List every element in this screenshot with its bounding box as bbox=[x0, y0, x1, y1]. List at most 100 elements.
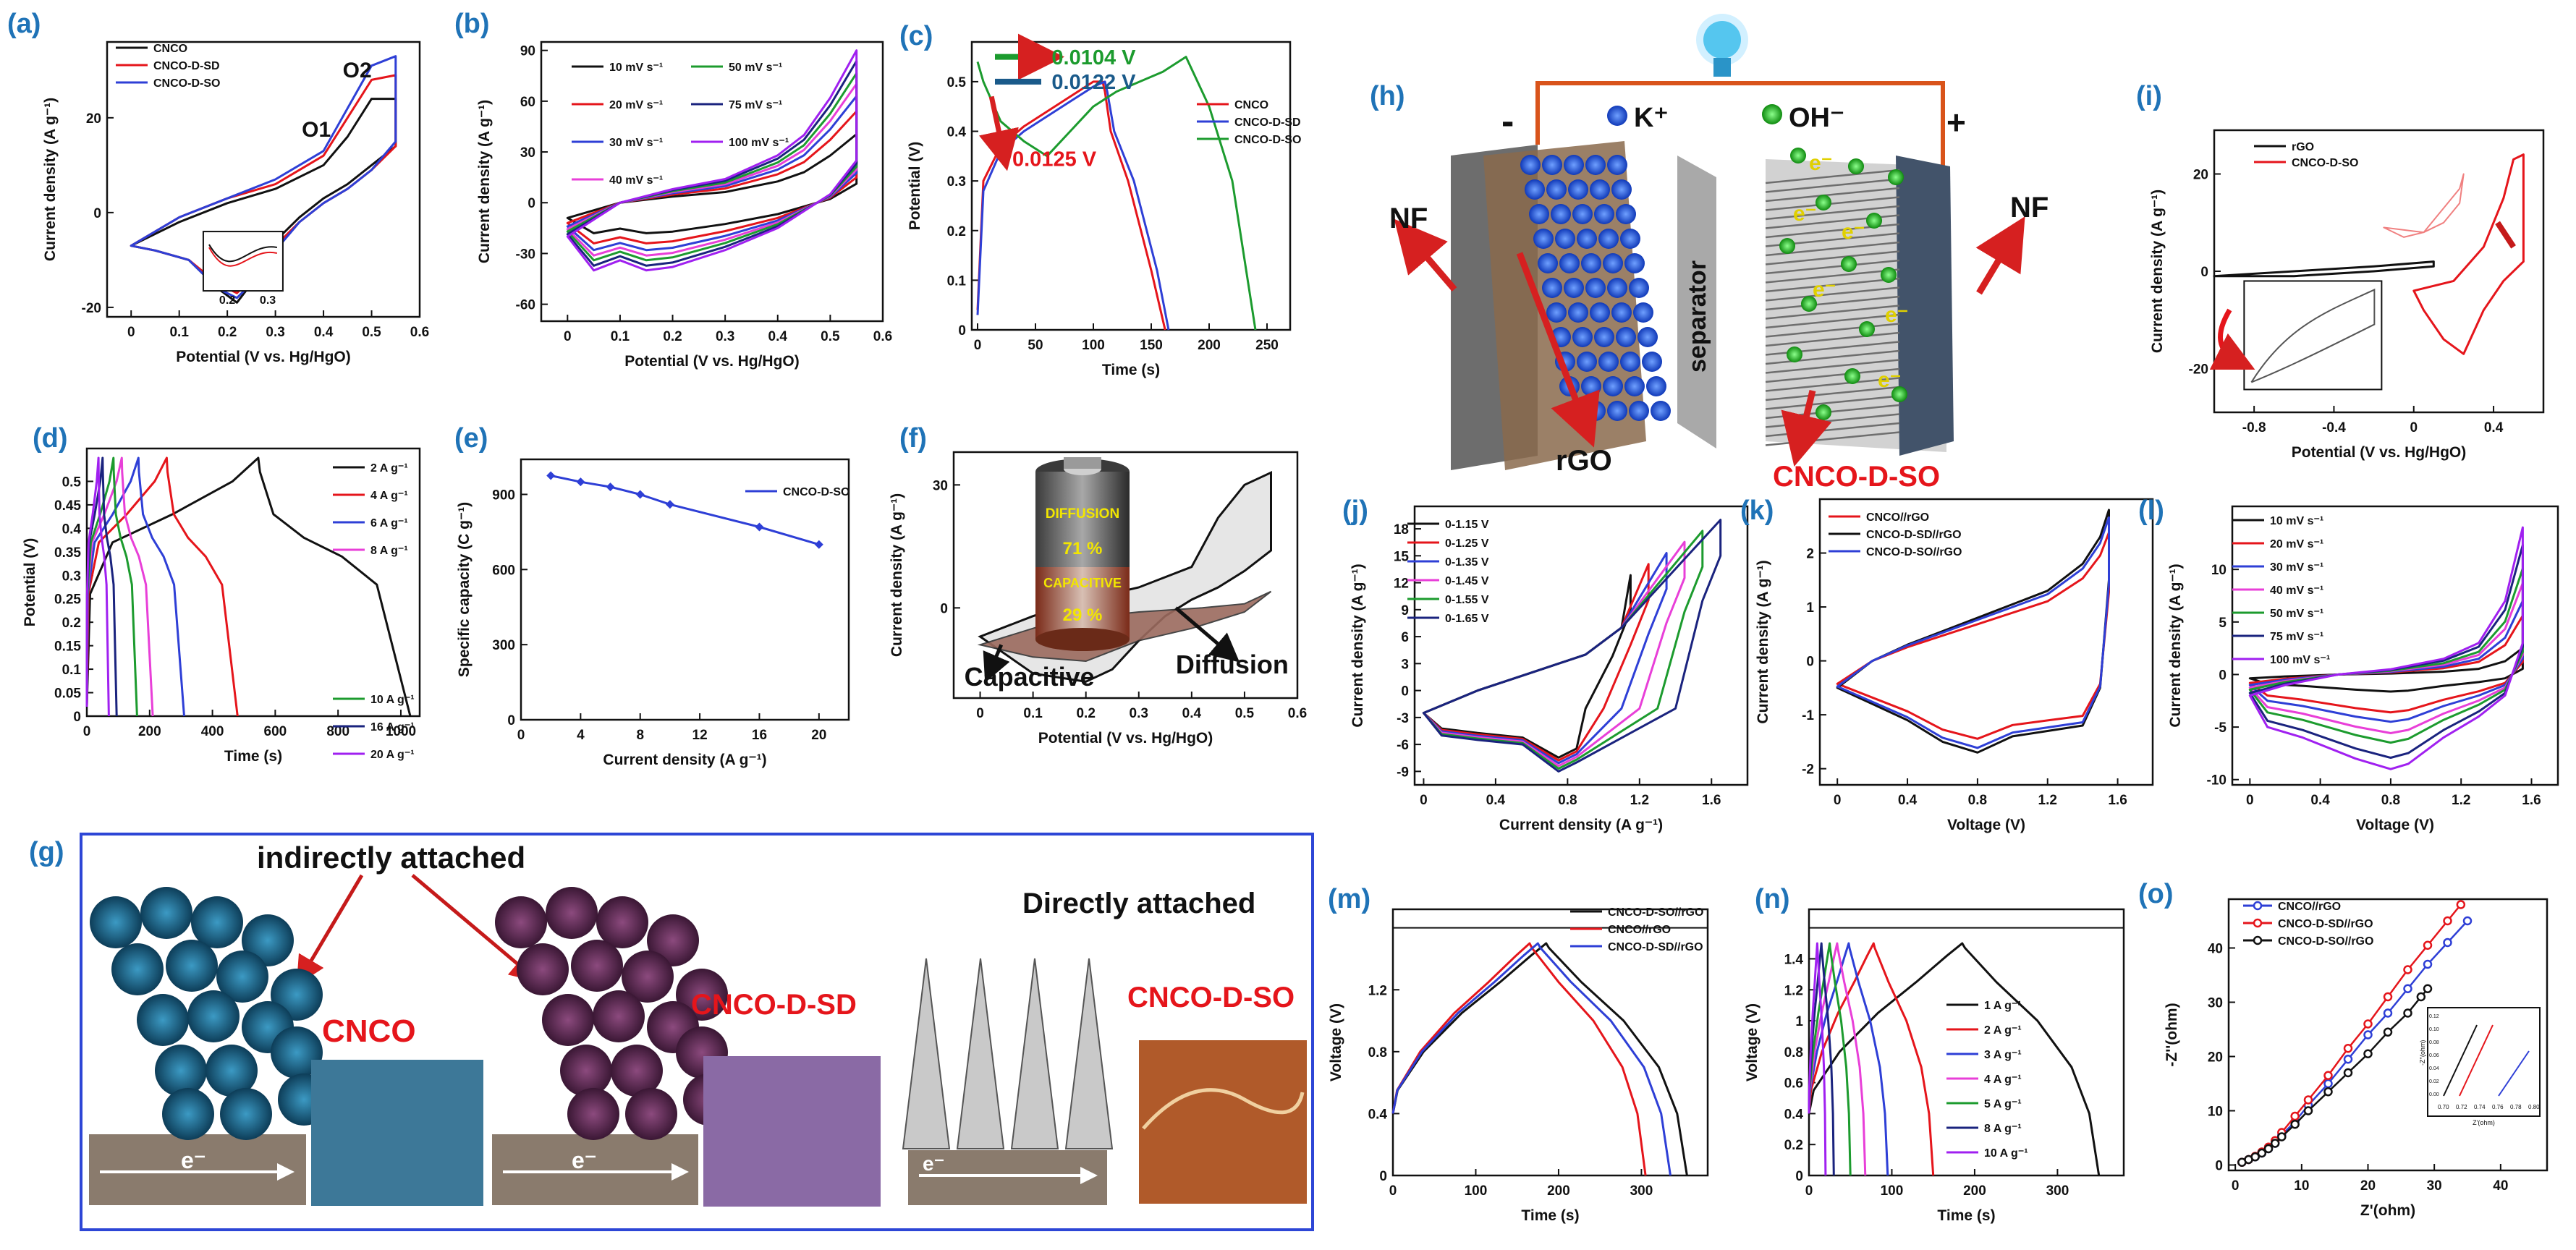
x-tick-label: 0.3 bbox=[716, 329, 734, 344]
potassium-ion bbox=[1598, 352, 1619, 372]
nanocone-array bbox=[902, 958, 1114, 1149]
microsphere bbox=[647, 914, 699, 966]
hydroxide-ion bbox=[1841, 256, 1857, 272]
x-tick-label: 0.6 bbox=[1288, 706, 1307, 721]
plot-frame-m bbox=[1391, 908, 1709, 1177]
microsphere bbox=[542, 994, 594, 1046]
nyquist-point bbox=[2363, 1019, 2373, 1029]
panel-l-device-cv-scan-rates: 0 0.4 0.8 1.2 1.6 -10 -5 0 5 10 Voltage (V) Current… bbox=[2138, 496, 2559, 833]
gcd-curve bbox=[85, 456, 185, 717]
nyquist-point bbox=[2423, 940, 2433, 950]
nyquist-point bbox=[2257, 1148, 2267, 1158]
nyquist-point bbox=[2462, 916, 2473, 926]
microsphere bbox=[187, 990, 240, 1042]
potassium-ion bbox=[1577, 352, 1597, 372]
x-tick-label: 0 bbox=[83, 724, 91, 739]
x-tick-label: 250 bbox=[1255, 338, 1279, 353]
microsphere bbox=[622, 951, 674, 1003]
electron-label-2: e⁻ bbox=[1793, 202, 1817, 226]
legend-entry: CNCO-D-SO//rGO bbox=[1608, 906, 1703, 919]
gcd-curve bbox=[1808, 942, 1867, 1176]
potassium-ion bbox=[1620, 352, 1640, 372]
capacitive-label: CAPACITIVE bbox=[1043, 576, 1122, 590]
y-tick-label: 0.8 bbox=[1368, 1045, 1387, 1060]
potassium-ion bbox=[1642, 352, 1662, 372]
plot-frame-c bbox=[970, 41, 1292, 331]
nanowire bbox=[1765, 359, 1900, 374]
y-tick-label: 300 bbox=[492, 638, 515, 653]
potassium-ion bbox=[1646, 376, 1666, 396]
x-tick-label: 0 bbox=[1420, 793, 1428, 808]
capacity-point bbox=[635, 490, 645, 499]
potassium-ion bbox=[1629, 401, 1649, 421]
nanowire bbox=[1765, 349, 1900, 365]
nf-right-arrow bbox=[1975, 216, 2025, 295]
nyquist-point bbox=[2277, 1132, 2287, 1141]
inset-y-tick: 0.12 bbox=[2429, 1014, 2439, 1019]
nanowire bbox=[1765, 178, 1900, 193]
potassium-ion bbox=[1538, 253, 1558, 273]
legend-entry: CNCO-D-SO bbox=[783, 486, 850, 498]
y-tick-label: 0.2 bbox=[1784, 1138, 1803, 1153]
x-tick-label: 0.3 bbox=[1130, 706, 1148, 721]
plot-frame-f bbox=[952, 451, 1299, 700]
ir-drop-cnco-label: 0.0125 V bbox=[1012, 148, 1097, 171]
legend-entry: 10 A g⁻¹ bbox=[1984, 1147, 2028, 1160]
y-tick-label: 0.4 bbox=[1368, 1107, 1388, 1122]
y-tick-label: 0.3 bbox=[947, 174, 966, 190]
plot-frame-n bbox=[1808, 908, 2125, 1177]
so-sem-image bbox=[1139, 1040, 1307, 1204]
legend-entry: CNCO bbox=[153, 43, 187, 55]
hydroxide-ion-cluster bbox=[1779, 148, 1907, 420]
nf-right-label: NF bbox=[2010, 192, 2048, 224]
indirectly-attached-label: indirectly attached bbox=[257, 841, 525, 875]
nyquist-point bbox=[2303, 1095, 2313, 1105]
diffusion-percent: 71 % bbox=[1063, 539, 1103, 558]
plot-frame-b bbox=[540, 41, 884, 323]
x-tick-label: 200 bbox=[1198, 338, 1221, 353]
y-tick-label: 0 bbox=[507, 713, 515, 728]
panel-g-frame bbox=[80, 833, 1314, 1231]
legend-entry: 2 A g⁻¹ bbox=[370, 462, 408, 475]
potassium-ion bbox=[1564, 278, 1584, 298]
y-tick-label: 20 bbox=[86, 111, 101, 127]
gcd-curve bbox=[85, 456, 118, 717]
y-tick-label: 0 bbox=[2200, 265, 2208, 280]
x-tick-label: 0 bbox=[2246, 793, 2254, 808]
nanowire bbox=[1765, 223, 1900, 239]
y-tick-label: 900 bbox=[492, 488, 515, 503]
microsphere bbox=[155, 1045, 207, 1097]
legend-entry: CNCO//rGO bbox=[1866, 511, 1929, 524]
potassium-ion bbox=[1616, 204, 1636, 224]
capacity-line bbox=[550, 475, 820, 546]
legend-marker bbox=[2253, 935, 2263, 945]
legend-entry: 100 mV s⁻¹ bbox=[2270, 654, 2330, 666]
x-tick-label: 12 bbox=[692, 728, 708, 743]
legend-entry: 50 mV s⁻¹ bbox=[729, 61, 782, 74]
x-tick-label: 4 bbox=[577, 728, 585, 743]
nyquist-point bbox=[2383, 1008, 2393, 1018]
potassium-ion-cluster bbox=[1520, 155, 1671, 421]
potassium-ion bbox=[1624, 376, 1645, 396]
potassium-ion bbox=[1620, 229, 1640, 249]
legend-entry: 10 mV s⁻¹ bbox=[609, 61, 663, 74]
microsphere bbox=[162, 1088, 214, 1140]
nyquist-point bbox=[2363, 1049, 2373, 1058]
battery-illustration: DIFFUSION 71 % CAPACITIVE 29 % bbox=[1035, 457, 1130, 651]
capacity-point bbox=[606, 482, 615, 492]
legend-entry: 0-1.65 V bbox=[1445, 613, 1489, 625]
potassium-ion bbox=[1525, 179, 1545, 200]
hydroxide-ion bbox=[1888, 169, 1904, 185]
potassium-ion bbox=[1651, 401, 1671, 421]
capacitive-percent: 29 % bbox=[1063, 605, 1103, 625]
y-tick-label: -20 bbox=[2189, 362, 2208, 377]
panel-label-i: (i) bbox=[2136, 81, 2162, 111]
legend-entry: 5 A g⁻¹ bbox=[1984, 1098, 2022, 1110]
legend-entry: CNCO bbox=[1234, 99, 1268, 111]
legend-entry: CNCO-D-SO bbox=[1234, 134, 1301, 146]
nyquist-point bbox=[2263, 1144, 2274, 1154]
x-tick-label: 0.2 bbox=[663, 329, 682, 344]
panel-label-j: (j) bbox=[1342, 496, 1368, 526]
diffusion-text: Diffusion bbox=[1176, 650, 1289, 679]
